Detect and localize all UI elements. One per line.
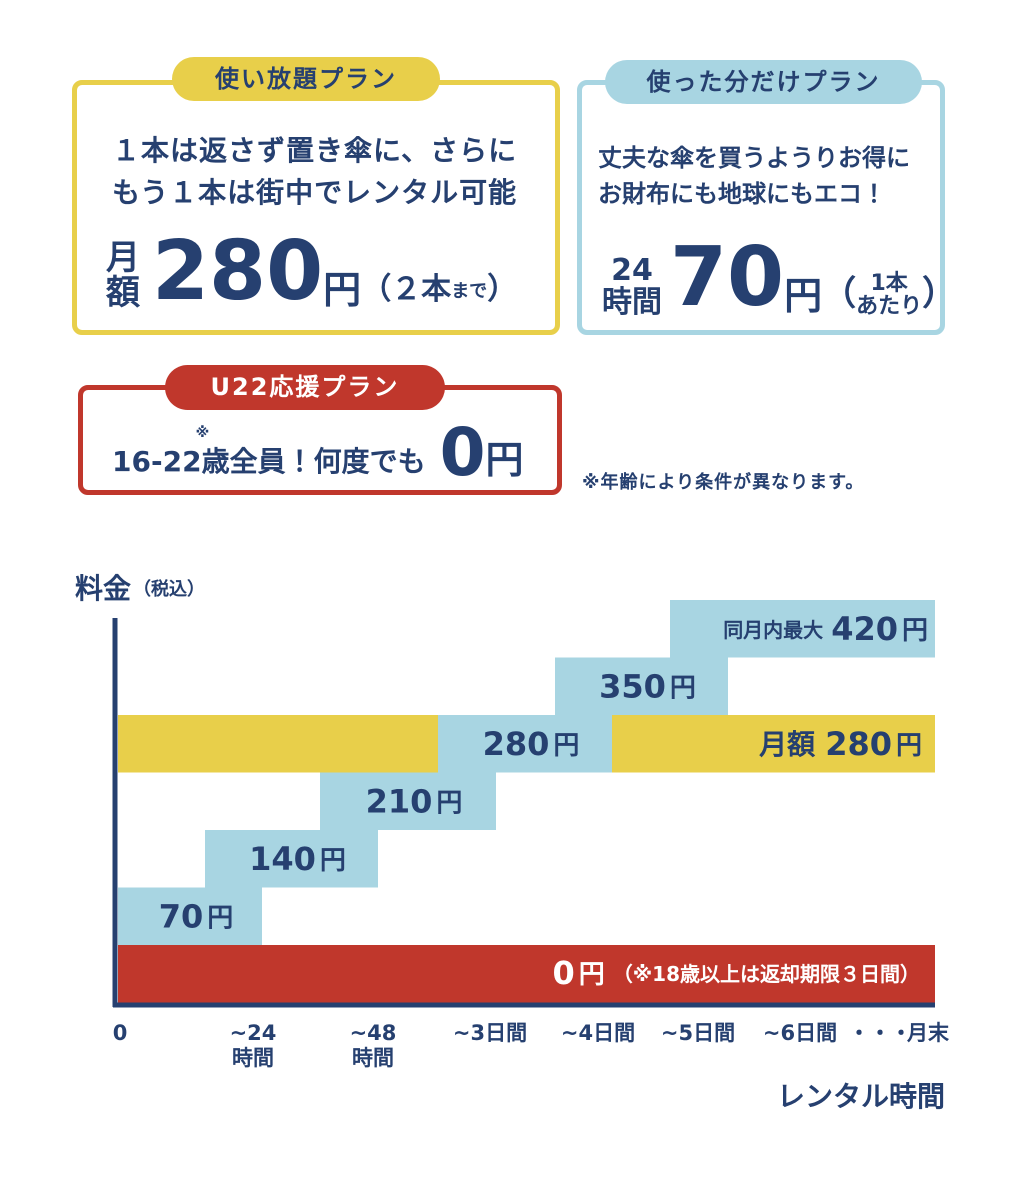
x-tick-label: 時間	[232, 1046, 274, 1070]
description-line: お財布にも地球にもエコ！	[598, 180, 886, 208]
plan-description: 丈夫な傘を買うようりお得に お財布にも地球にもエコ！	[598, 140, 910, 212]
plan-badge: 使った分だけプラン	[605, 60, 922, 104]
prefix-text: 24	[611, 253, 653, 288]
description-line: もう１本は街中でレンタル可能	[112, 176, 518, 209]
price-prefix: 同月内最大	[723, 617, 823, 641]
price-unit: 円	[670, 673, 696, 703]
price-note: （※18歳以上は返却期限３日間）	[613, 962, 920, 986]
price-unit: 円	[579, 960, 605, 990]
price-prefix: 月額	[758, 728, 816, 761]
step-band	[205, 830, 378, 888]
note-text: 1本	[870, 270, 908, 296]
note-paren: ）	[487, 272, 518, 307]
y-axis-title: 料金 （税込）	[75, 572, 205, 605]
x-tick-label: 時間	[352, 1046, 394, 1070]
x-tick-label: ~4日間	[561, 1021, 635, 1045]
price-unit: 円	[485, 438, 524, 482]
description-line: １本は返さず置き傘に、さらに	[112, 134, 518, 167]
note-paren: （	[822, 274, 857, 314]
price-unit: 円	[902, 615, 928, 645]
step-band	[438, 715, 612, 773]
price-amount: 280	[825, 725, 892, 763]
price-unit: 円	[320, 845, 346, 875]
y-axis-title-main: 料金	[75, 572, 131, 605]
price-label: 280 円	[483, 725, 580, 763]
x-tick-label: ・・・	[849, 1021, 912, 1045]
description-line: 丈夫な傘を買うようりお得に	[598, 144, 910, 172]
x-tick-label: ~24	[230, 1021, 277, 1045]
price-row: 月 額 280 円 （ ２本 まで ）	[106, 224, 518, 319]
price-amount: 70	[670, 230, 785, 325]
price-unit: 円	[784, 274, 823, 318]
age-range: 16-22	[112, 445, 202, 478]
note-paren: ）	[922, 274, 957, 314]
unlimited-plan-card	[72, 80, 560, 335]
price-prefix: 月 額	[106, 237, 140, 314]
note-paren: （	[361, 272, 392, 307]
price-amount: 70	[159, 897, 204, 935]
price-amount: 280	[483, 725, 550, 763]
u22-text: ※ 歳全員！何度でも	[196, 426, 426, 484]
price-note: 1本 あたり	[856, 272, 922, 318]
price-amount: 280	[152, 224, 324, 319]
price-amount: 0	[439, 414, 486, 491]
plan-description: １本は返さず置き傘に、さらに もう１本は街中でレンタル可能	[112, 130, 517, 214]
max-band	[670, 600, 935, 658]
price-amount: 140	[249, 840, 316, 878]
prefix-text: 時間	[602, 284, 662, 320]
note-text: あたり	[856, 293, 923, 319]
y-axis-title-note: （税込）	[133, 578, 205, 600]
x-tick-label: 月末	[906, 1021, 950, 1045]
x-axis-title: レンタル時間	[777, 1080, 945, 1113]
u22-text-row: 16-22 ※ 歳全員！何度でも 0 円	[112, 414, 524, 491]
step-band	[118, 887, 262, 945]
monthly-band	[612, 715, 935, 773]
price-unit: 円	[323, 268, 362, 312]
price-amount: 0	[552, 954, 574, 992]
price-amount: 350	[599, 667, 666, 705]
price-unit: 円	[553, 730, 579, 760]
price-label: 70 円	[159, 897, 234, 935]
price-unit: 円	[436, 788, 462, 818]
price-label: 140 円	[249, 840, 346, 878]
price-note: ２本	[391, 272, 452, 307]
monthly-band	[118, 715, 438, 773]
plan-badge: U22応援プラン	[165, 365, 445, 410]
step-band	[320, 772, 496, 830]
footnote: ※年齢により条件が異なります。	[582, 472, 865, 493]
free-band	[118, 945, 935, 1003]
u22-description: 歳全員！何度でも	[201, 445, 426, 478]
plan-badge: 使い放題プラン	[172, 57, 440, 101]
x-tick-label: ~48	[350, 1021, 397, 1045]
price-label: 350 円	[599, 667, 696, 705]
price-label: 0 円 （※18歳以上は返却期限３日間）	[552, 954, 920, 992]
x-tick-label: 0	[113, 1021, 128, 1045]
footnote-mark: ※	[195, 425, 210, 441]
prefix-char: 額	[106, 273, 140, 314]
prefix-char: 月	[106, 237, 140, 278]
price-label: 同月内最大 420 円	[723, 610, 928, 648]
price-prefix: 24 時間	[602, 255, 662, 318]
price-unit: 円	[896, 730, 922, 760]
step-band	[555, 657, 728, 715]
price-amount: 210	[366, 782, 433, 820]
x-tick-label: ~6日間	[763, 1021, 837, 1045]
price-row: 24 時間 70 円 （ 1本 あたり ）	[602, 230, 957, 325]
price-label: 月額 280 円	[758, 725, 922, 763]
x-tick-label: ~3日間	[453, 1021, 527, 1045]
x-tick-label: ~5日間	[661, 1021, 735, 1045]
price-unit: 円	[207, 903, 233, 933]
price-note-small: まで	[451, 281, 488, 302]
price-amount: 420	[831, 610, 898, 648]
price-label: 210 円	[366, 782, 463, 820]
